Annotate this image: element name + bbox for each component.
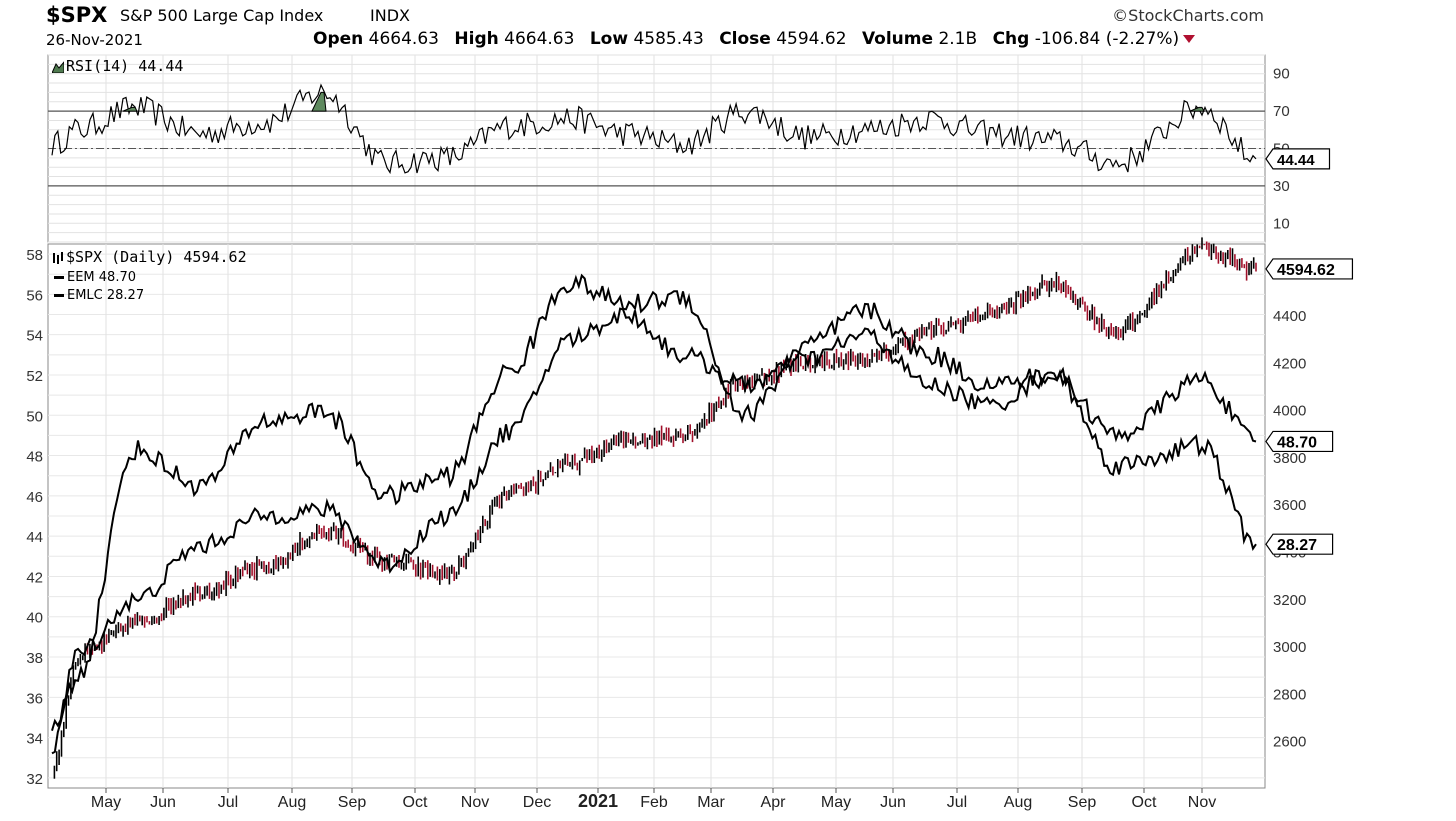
x-tick-label: May: [821, 794, 851, 811]
spx-value-tag: 4594.62: [1277, 262, 1335, 279]
right-tick-label: 3200: [1273, 592, 1306, 609]
left-tick-label: 58: [26, 247, 43, 264]
down-arrow-icon: [1183, 35, 1196, 43]
price-axis-right: 4400420040003800360034003200300028002600: [1273, 308, 1306, 751]
x-tick-label: Sep: [1068, 794, 1097, 811]
x-tick-label: Jul: [218, 794, 238, 811]
left-tick-label: 44: [26, 529, 43, 546]
right-tick-label: 4200: [1273, 355, 1306, 372]
x-tick-label: May: [91, 794, 121, 811]
left-tick-label: 40: [26, 610, 43, 627]
x-tick-label: Aug: [1004, 794, 1032, 811]
left-tick-label: 38: [26, 650, 43, 667]
price-axis-left: 58 56 54 52 50 48 46 44 42 40 38 36 34 32: [26, 247, 43, 788]
volume-value: 2.1B: [938, 29, 978, 49]
x-axis: May Jun Jul Aug Sep Oct Nov Dec 2021 Feb Mar Apr May…: [91, 788, 1216, 811]
emlc-value-tag-box: [1265, 533, 1334, 555]
left-tick-label: 48: [26, 449, 43, 466]
spx-value-tag-box: [1265, 258, 1354, 280]
x-tick-label: Mar: [697, 794, 725, 811]
open-label: Open: [313, 29, 364, 49]
close-value: 4594.62: [776, 29, 847, 49]
ohlc-readout: Open 4664.63 High 4664.63 Low 4585.43 Cl…: [313, 29, 1196, 49]
x-tick-label: Dec: [523, 794, 551, 811]
high-label: High: [454, 29, 499, 49]
eem-legend-text: EEM 48.70: [67, 270, 136, 285]
right-tick-label: 3000: [1273, 639, 1306, 656]
low-value: 4585.43: [633, 29, 704, 49]
left-tick-label: 32: [26, 771, 43, 788]
candle-icon: [53, 251, 63, 264]
rsi-value-tag: 44.44: [1277, 152, 1315, 169]
rsi-overbought-fill: [1189, 106, 1205, 112]
open-value: 4664.63: [368, 29, 439, 49]
left-tick-label: 50: [26, 408, 43, 425]
rsi-legend: RSI(14) 44.44: [52, 59, 183, 74]
price-legend-text: $SPX (Daily) 4594.62: [66, 248, 247, 266]
rsi-overbought-fill: [311, 91, 327, 112]
price-series: [51, 237, 1257, 779]
eem-legend: EEM 48.70: [54, 271, 136, 284]
price-legend: $SPX (Daily) 4594.62: [52, 250, 247, 265]
eem-value-tag: 48.70: [1277, 434, 1317, 451]
left-tick-label: 54: [26, 328, 43, 345]
left-tick-label: 46: [26, 489, 43, 506]
x-tick-label: Jun: [150, 794, 176, 811]
right-tick-label: 2800: [1273, 686, 1306, 703]
exchange-label: INDX: [370, 6, 410, 25]
right-tick-label: 3800: [1273, 450, 1306, 467]
left-tick-label: 36: [26, 690, 43, 707]
chg-label: Chg: [992, 29, 1030, 49]
x-tick-label: Jun: [880, 794, 906, 811]
left-tick-label: 42: [26, 569, 43, 586]
chart-description: S&P 500 Large Cap Index: [120, 6, 324, 25]
rsi-tick-label: 30: [1273, 178, 1290, 195]
chart-date: 26-Nov-2021: [46, 31, 143, 49]
rsi-value-tag-box: [1265, 148, 1331, 170]
right-tick-label: 2600: [1273, 734, 1306, 751]
x-tick-label: Oct: [1132, 794, 1157, 811]
right-tick-label: 3600: [1273, 497, 1306, 514]
x-tick-label: Oct: [403, 794, 428, 811]
rsi-area-icon: [52, 60, 64, 73]
x-tick-label: Feb: [640, 794, 668, 811]
rsi-tick-label: 90: [1273, 66, 1290, 83]
eem-line-swatch: [54, 276, 64, 279]
x-tick-label: Nov: [1188, 794, 1216, 811]
x-tick-label: Sep: [338, 794, 367, 811]
low-label: Low: [589, 29, 629, 49]
close-label: Close: [719, 29, 771, 49]
high-value: 4664.63: [504, 29, 575, 49]
rsi-series: [51, 83, 1257, 175]
emlc-line: [51, 273, 1257, 731]
rsi-tick-label: 70: [1273, 103, 1290, 120]
left-tick-label: 56: [26, 287, 43, 304]
eem-value-tag-box: [1265, 430, 1334, 453]
emlc-legend: EMLC 28.27: [54, 289, 144, 302]
left-tick-label: 52: [26, 368, 43, 385]
value-tags: 44.44 4594.62 48.70 28.27: [1265, 148, 1354, 555]
left-tick-label: 34: [26, 731, 43, 748]
right-tick-label: 4400: [1273, 308, 1306, 325]
rsi-overbought-fill: [122, 106, 138, 112]
rsi-line: [51, 83, 1257, 175]
chart-symbol: $SPX: [46, 3, 108, 27]
rsi-gridlines: [47, 54, 1266, 243]
volume-label: Volume: [861, 29, 934, 49]
rsi-tick-label: 10: [1273, 215, 1290, 232]
x-tick-label: Aug: [278, 794, 306, 811]
chg-value: -106.84 (-2.27%): [1034, 29, 1180, 49]
price-gridlines: [47, 243, 1266, 789]
x-tick-label: Jul: [947, 794, 967, 811]
brand-watermark: ©StockCharts.com: [1112, 6, 1264, 25]
emlc-line-swatch: [54, 294, 64, 297]
x-tick-label: Apr: [761, 794, 787, 811]
right-tick-label: 4000: [1273, 403, 1306, 420]
x-tick-label: 2021: [578, 791, 618, 811]
emlc-legend-text: EMLC 28.27: [67, 288, 145, 303]
rsi-legend-text: RSI(14) 44.44: [66, 57, 184, 75]
emlc-value-tag: 28.27: [1277, 537, 1317, 554]
x-tick-label: Nov: [461, 794, 489, 811]
